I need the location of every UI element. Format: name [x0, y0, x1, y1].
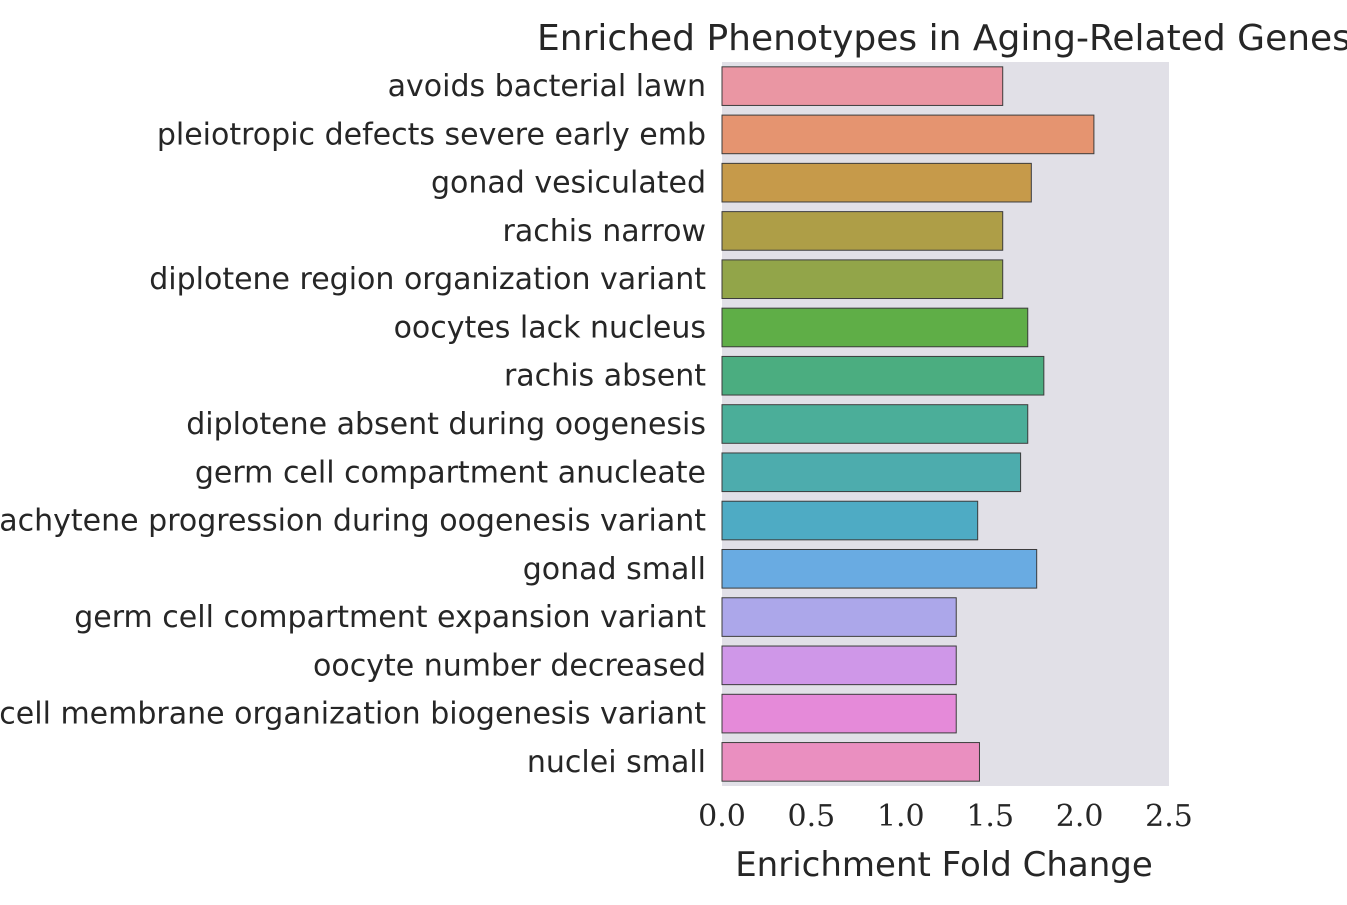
x-tick-label: 2.5 — [1145, 799, 1193, 834]
bar — [721, 548, 1038, 589]
category-label: germ cell compartment expansion variant — [74, 600, 706, 635]
category-label: diplotene region organization variant — [149, 262, 706, 297]
bar — [721, 114, 1095, 155]
category-label: oocyte number decreased — [313, 648, 706, 683]
category-label: cell membrane organization biogenesis va… — [0, 697, 706, 732]
bar — [721, 693, 957, 734]
category-labels: avoids bacterial lawn pleiotropic defects… — [0, 69, 706, 780]
bar — [721, 66, 1004, 106]
x-tick-labels: 0.0 0.5 1.0 1.5 2.0 2.5 — [698, 799, 1193, 834]
category-label: avoids bacterial lawn — [388, 69, 706, 104]
category-label: diplotene absent during oogenesis — [186, 407, 706, 442]
bars-group — [721, 66, 1095, 782]
chart-title: Enriched Phenotypes in Aging-Related Gen… — [537, 18, 1347, 59]
x-tick-label: 1.5 — [966, 799, 1014, 834]
category-label: oocytes lack nucleus — [394, 310, 706, 345]
category-label: rachis narrow — [503, 214, 707, 249]
bar — [721, 211, 1004, 251]
category-label: germ cell compartment anucleate — [195, 455, 706, 490]
category-label: rachis absent — [504, 359, 706, 394]
bar — [721, 307, 1029, 348]
x-tick-label: 2.0 — [1056, 799, 1104, 834]
x-tick-label: 1.0 — [877, 799, 925, 834]
category-label: pachytene progression during oogenesis v… — [0, 504, 706, 539]
bar — [721, 500, 979, 541]
bar — [721, 645, 957, 686]
x-axis-label: Enrichment Fold Change — [735, 845, 1153, 885]
x-tick-label: 0.0 — [698, 799, 746, 834]
x-tick-label: 0.5 — [788, 799, 836, 834]
bar — [721, 355, 1045, 396]
bar — [721, 742, 980, 782]
category-label: pleiotropic defects severe early emb — [157, 117, 706, 152]
bar — [721, 162, 1032, 203]
bar — [721, 452, 1022, 493]
bar — [721, 404, 1029, 444]
bar — [721, 259, 1004, 300]
category-label: nuclei small — [527, 745, 706, 780]
bar — [721, 597, 957, 637]
category-label: gonad small — [523, 552, 706, 587]
category-label: gonad vesiculated — [431, 166, 706, 201]
